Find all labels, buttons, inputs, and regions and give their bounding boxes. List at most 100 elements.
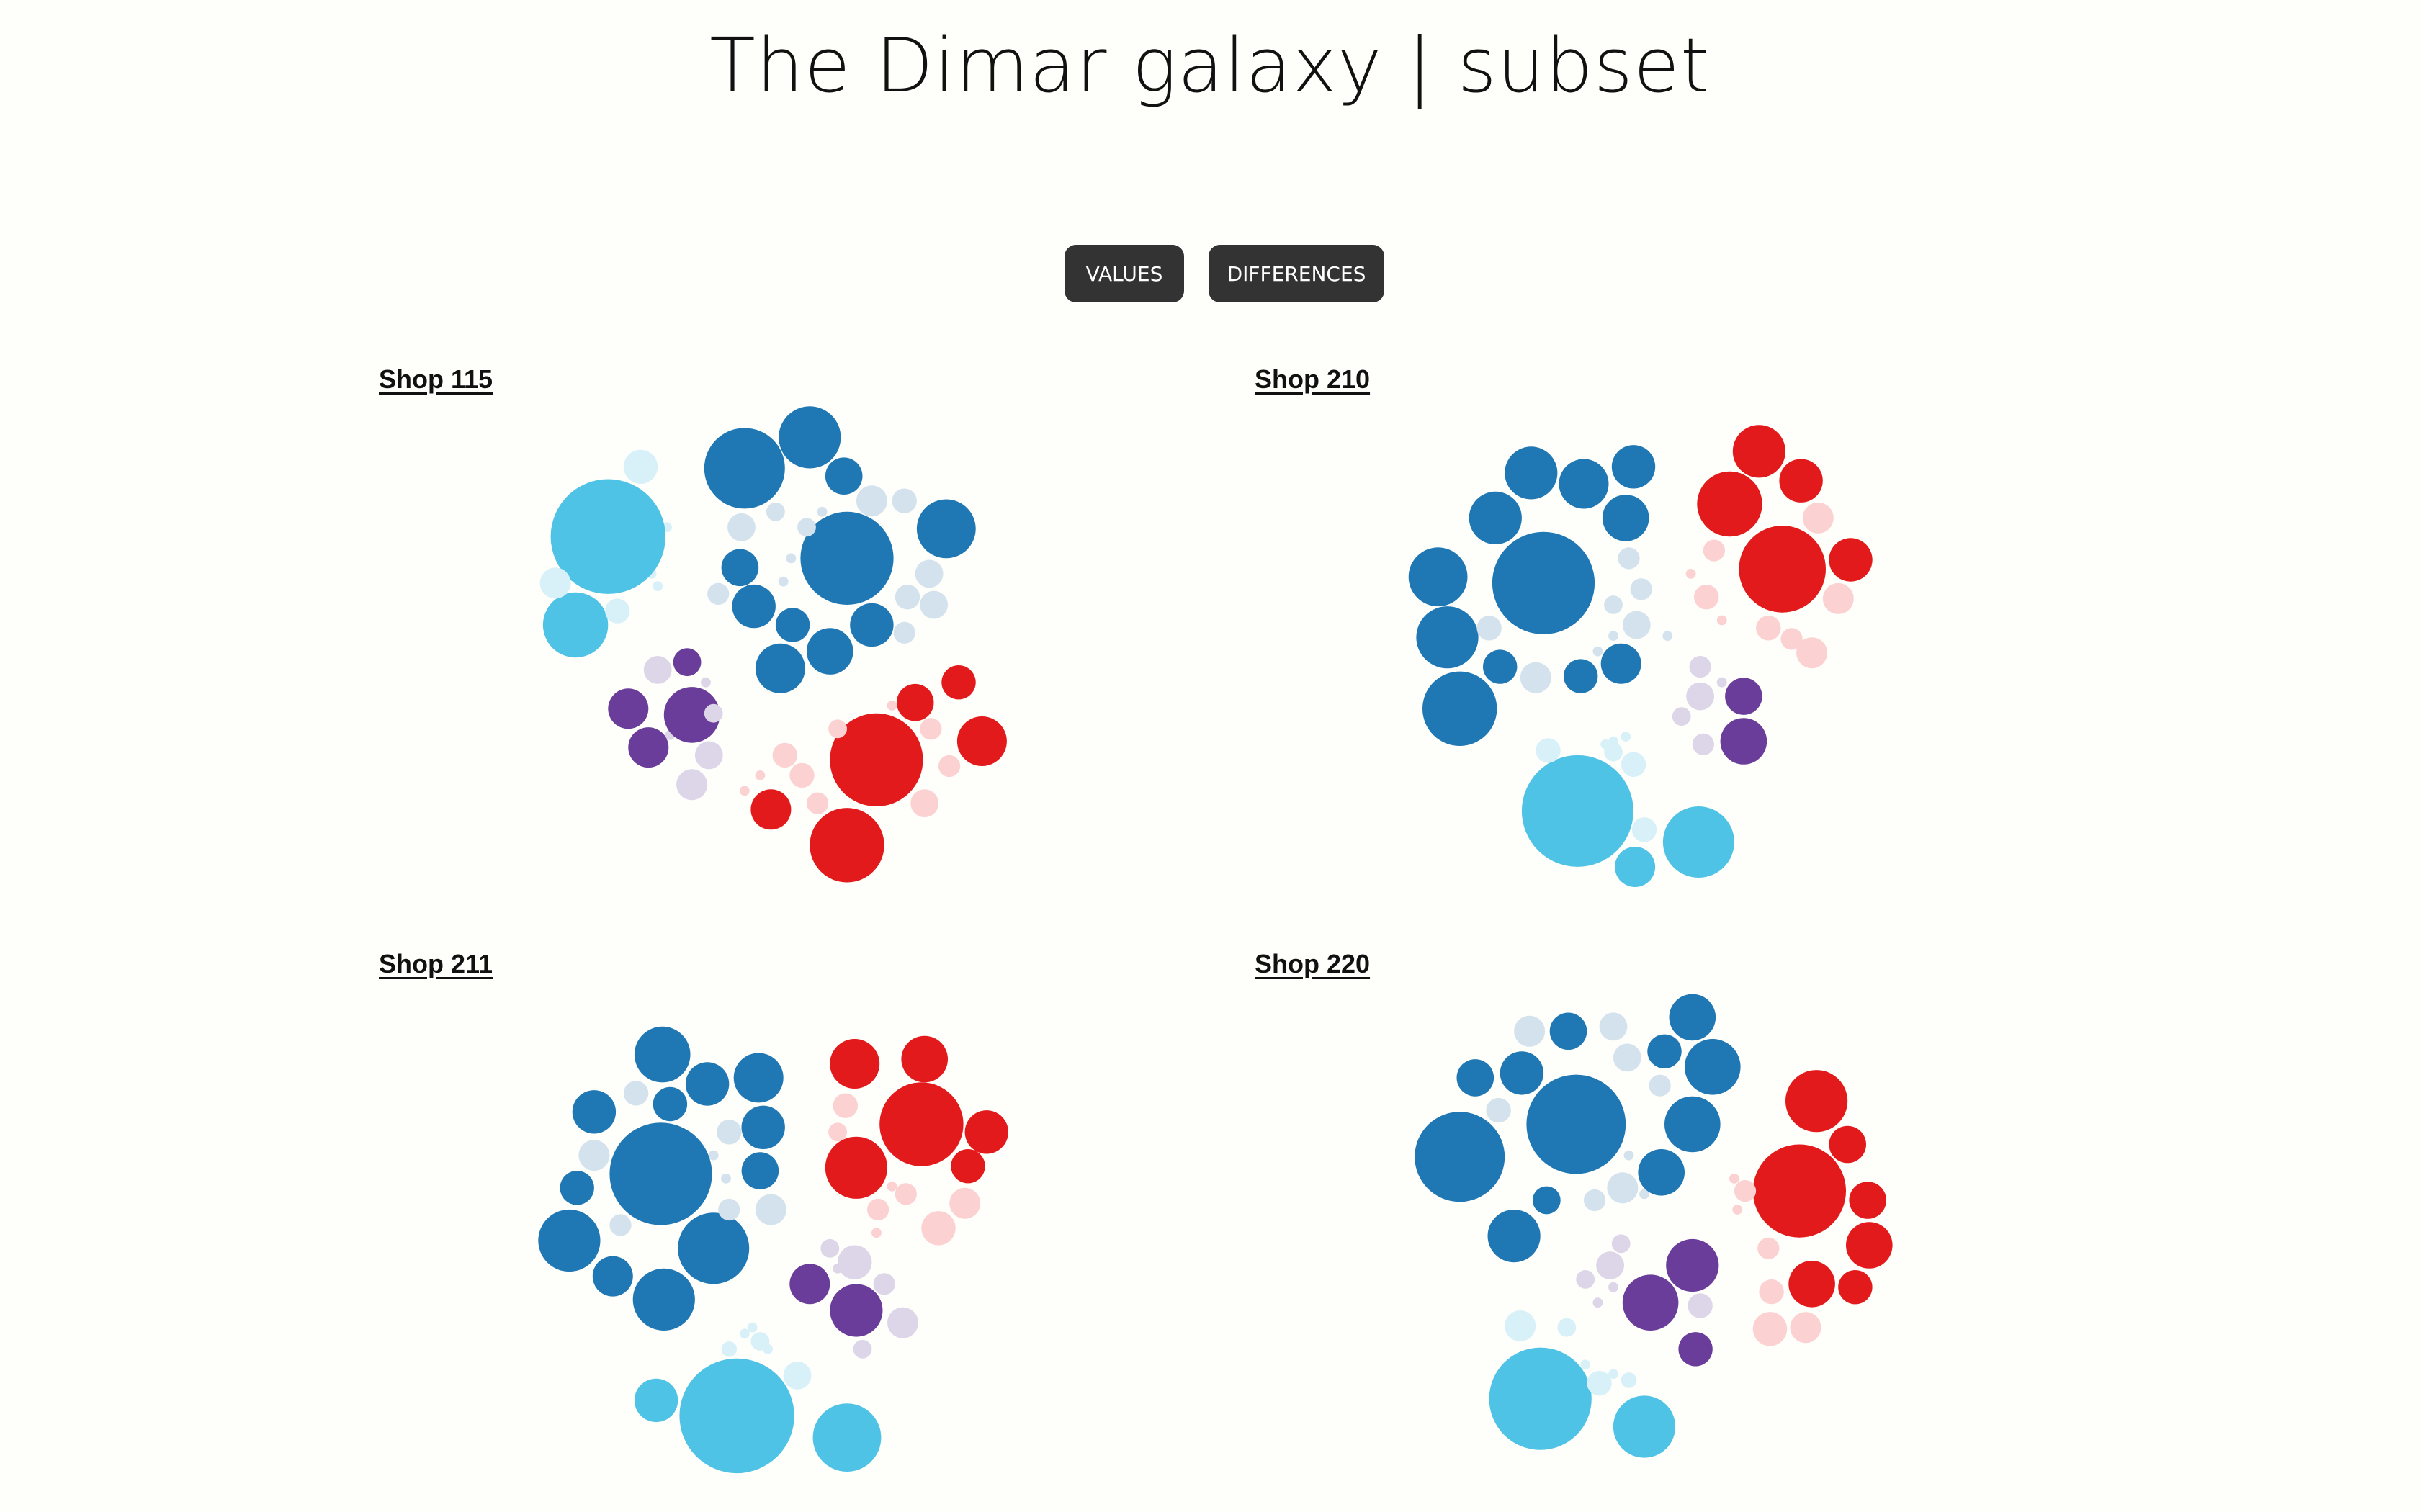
shop-115-bubble-12[interactable]	[775, 608, 810, 642]
shop-210-bubble-2[interactable]	[1416, 606, 1479, 669]
shop-220-bubble-7[interactable]	[1647, 1034, 1682, 1069]
shop-211-bubble-41[interactable]	[783, 1362, 812, 1390]
shop-115-bubble-43[interactable]	[643, 656, 672, 684]
shop-115-bubble-9[interactable]	[916, 499, 976, 559]
shop-210-bubble-12[interactable]	[1622, 611, 1651, 639]
shop-220-bubble-19[interactable]	[1752, 1144, 1846, 1238]
shop-115-bubble-6[interactable]	[704, 428, 785, 509]
shop-220-bubble-13[interactable]	[1613, 1043, 1641, 1072]
shop-211-bubble-32[interactable]	[789, 1264, 830, 1305]
shop-211-bubble-5[interactable]	[685, 1062, 730, 1106]
shop-220-bubble-15[interactable]	[1514, 1015, 1546, 1047]
shop-211-bubble-23[interactable]	[964, 1110, 1009, 1154]
shop-115-bubble-34[interactable]	[789, 762, 815, 788]
shop-115-bubble-17[interactable]	[892, 488, 917, 513]
shop-115-bubble-24[interactable]	[766, 502, 785, 521]
shop-211-bubble-36[interactable]	[820, 1238, 840, 1258]
shop-210-bubble-4[interactable]	[1469, 491, 1522, 545]
shop-115-bubble-2[interactable]	[623, 449, 658, 484]
shop-115-bubble-42[interactable]	[673, 648, 702, 677]
shop-211-title[interactable]: Shop 211	[379, 949, 493, 978]
shop-210-bubble-40[interactable]	[1631, 817, 1657, 842]
shop-220-bubble-36[interactable]	[1576, 1270, 1595, 1289]
shop-220-bubble-21[interactable]	[1829, 1125, 1866, 1164]
shop-115-bubble-8[interactable]	[825, 457, 863, 495]
shop-220-bubble-42[interactable]	[1557, 1318, 1577, 1337]
shop-211-bubble-34[interactable]	[887, 1307, 918, 1338]
shop-210-bubble-21[interactable]	[1779, 459, 1823, 503]
shop-211-bubble-22[interactable]	[901, 1035, 948, 1083]
shop-220-bubble-22[interactable]	[1849, 1182, 1886, 1219]
shop-210-bubble-41[interactable]	[1536, 738, 1561, 763]
shop-210-bubble-38[interactable]	[1615, 847, 1656, 887]
shop-220-bubble-6[interactable]	[1669, 994, 1716, 1041]
shop-220-bubble-10[interactable]	[1456, 1059, 1494, 1097]
shop-220-bubble-29[interactable]	[1734, 1180, 1757, 1202]
shop-115-bubble-33[interactable]	[772, 742, 798, 768]
shop-210-bubble-1[interactable]	[1408, 547, 1468, 607]
shop-115-bubble-11[interactable]	[732, 584, 776, 629]
shop-115-bubble-16[interactable]	[856, 485, 887, 517]
shop-210-bubble-5[interactable]	[1505, 446, 1558, 500]
shop-210-bubble-35[interactable]	[1689, 656, 1711, 678]
shop-220-bubble-9[interactable]	[1500, 1051, 1544, 1095]
shop-211-bubble-7[interactable]	[741, 1105, 785, 1150]
shop-211-bubble-43[interactable]	[721, 1341, 738, 1357]
shop-220-bubble-5[interactable]	[1685, 1039, 1741, 1095]
shop-210-bubble-37[interactable]	[1662, 806, 1734, 878]
shop-211-bubble-15[interactable]	[623, 1081, 649, 1106]
shop-115-bubble-25[interactable]	[797, 518, 816, 537]
shop-220-title[interactable]: Shop 220	[1255, 949, 1371, 978]
shop-115-bubble-4[interactable]	[605, 598, 630, 624]
shop-115-bubble-22[interactable]	[895, 585, 920, 610]
shop-220-bubble-0[interactable]	[1526, 1074, 1626, 1174]
shop-211-bubble-11[interactable]	[592, 1256, 633, 1297]
shop-210-bubble-32[interactable]	[1686, 682, 1715, 711]
shop-210-bubble-9[interactable]	[1600, 643, 1641, 684]
shop-115-bubble-40[interactable]	[608, 688, 649, 729]
shop-220-bubble-43[interactable]	[1621, 1372, 1637, 1388]
shop-220-bubble-11[interactable]	[1532, 1186, 1561, 1215]
shop-210-bubble-25[interactable]	[1802, 502, 1834, 534]
shop-210-bubble-11[interactable]	[1483, 649, 1518, 684]
differences-button[interactable]: DIFFERENCES	[1209, 245, 1384, 302]
shop-115-bubble-44[interactable]	[694, 741, 723, 770]
shop-115-bubble-23[interactable]	[893, 621, 915, 644]
shop-210-bubble-31[interactable]	[1725, 678, 1762, 715]
shop-210-bubble-7[interactable]	[1611, 445, 1656, 489]
shop-210-bubble-17[interactable]	[1604, 595, 1623, 614]
shop-210-bubble-18[interactable]	[1739, 526, 1826, 613]
shop-210-bubble-19[interactable]	[1697, 471, 1762, 537]
shop-211-bubble-19[interactable]	[879, 1082, 964, 1166]
shop-210-bubble-33[interactable]	[1692, 733, 1714, 755]
shop-210-bubble-8[interactable]	[1602, 495, 1649, 541]
shop-211-bubble-27[interactable]	[833, 1093, 859, 1118]
shop-210-bubble-20[interactable]	[1732, 425, 1785, 478]
shop-210-bubble-22[interactable]	[1829, 538, 1873, 582]
shop-211-bubble-40[interactable]	[634, 1378, 678, 1423]
shop-220-bubble-38[interactable]	[1489, 1347, 1592, 1450]
shop-115-bubble-21[interactable]	[707, 582, 730, 606]
shop-211-bubble-17[interactable]	[718, 1198, 740, 1221]
shop-220-bubble-33[interactable]	[1678, 1332, 1713, 1367]
shop-210-bubble-0[interactable]	[1492, 531, 1595, 634]
shop-220-bubble-39[interactable]	[1613, 1395, 1676, 1458]
shop-210-bubble-30[interactable]	[1720, 718, 1767, 765]
shop-211-bubble-35[interactable]	[873, 1273, 895, 1295]
shop-220-bubble-34[interactable]	[1596, 1251, 1625, 1279]
shop-220-bubble-14[interactable]	[1599, 1012, 1628, 1041]
shop-210-bubble-10[interactable]	[1564, 659, 1598, 693]
shop-211-bubble-30[interactable]	[828, 1122, 847, 1142]
shop-211-bubble-1[interactable]	[538, 1209, 601, 1272]
shop-115-bubble-20[interactable]	[727, 513, 756, 541]
shop-220-bubble-41[interactable]	[1587, 1371, 1612, 1396]
shop-115-bubble-36[interactable]	[920, 718, 942, 740]
shop-220-bubble-20[interactable]	[1785, 1070, 1848, 1133]
shop-210-bubble-24[interactable]	[1822, 582, 1854, 614]
shop-211-bubble-37[interactable]	[853, 1339, 872, 1359]
shop-210-bubble-14[interactable]	[1618, 547, 1640, 570]
shop-211-bubble-42[interactable]	[750, 1332, 770, 1351]
shop-210-bubble-3[interactable]	[1422, 671, 1497, 746]
shop-115-bubble-18[interactable]	[915, 559, 944, 588]
shop-220-bubble-16[interactable]	[1486, 1097, 1511, 1123]
